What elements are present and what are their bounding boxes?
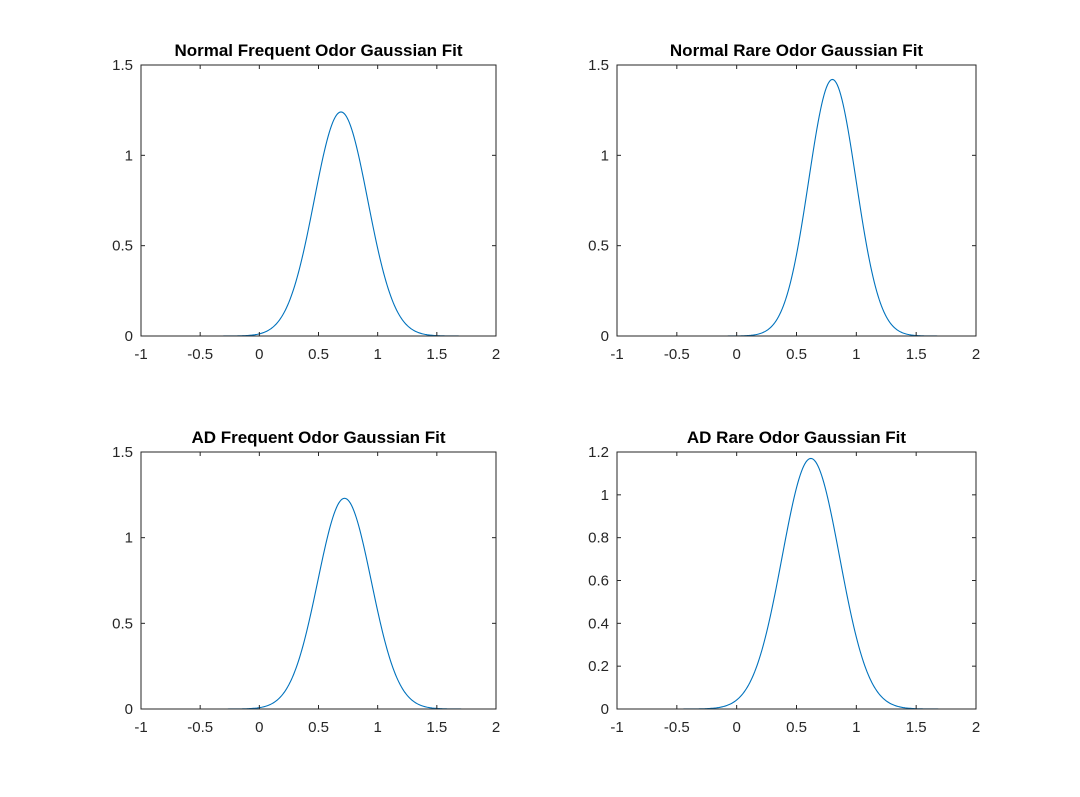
subplot-ad-frequent: AD Frequent Odor Gaussian Fit -1 -0.5 0 0.5… xyxy=(112,428,500,736)
y-tick-label: 1 xyxy=(125,530,133,547)
x-tick-label: 0 xyxy=(255,719,263,736)
x-tick-label: -0.5 xyxy=(187,719,213,736)
subplot-title: AD Rare Odor Gaussian Fit xyxy=(687,428,906,447)
x-tick-label: -1 xyxy=(610,719,623,736)
x-tick-label: -1 xyxy=(134,346,147,363)
x-tick-label: 0 xyxy=(732,719,740,736)
x-tick-label: 1.5 xyxy=(426,719,447,736)
y-tick-label: 1 xyxy=(601,487,609,504)
y-tick-label: 0.2 xyxy=(588,658,609,675)
x-tick-label: 0.5 xyxy=(786,719,807,736)
y-tick-label: 0.8 xyxy=(588,530,609,547)
x-tick-label: 0.5 xyxy=(308,346,329,363)
x-tick-label: 0.5 xyxy=(786,346,807,363)
y-tick-label: 1.5 xyxy=(112,444,133,461)
y-tick-label: 1.5 xyxy=(588,57,609,74)
subplot-ad-rare: AD Rare Odor Gaussian Fit -1 -0.5 0 0.5 1 1.5… xyxy=(588,428,980,736)
x-tick-label: 0 xyxy=(732,346,740,363)
subplot-title: Normal Frequent Odor Gaussian Fit xyxy=(174,41,462,60)
y-tick-label: 0 xyxy=(125,701,133,718)
subplot-normal-rare: Normal Rare Odor Gaussian Fit -1 -0.5 0 0.5… xyxy=(588,41,980,363)
x-tick-label: 2 xyxy=(972,346,980,363)
y-tick-label: 0.5 xyxy=(112,238,133,255)
y-tick-label: 0.5 xyxy=(588,238,609,255)
x-tick-label: 2 xyxy=(492,719,500,736)
x-tick-label: -1 xyxy=(134,719,147,736)
y-tick-label: 1.2 xyxy=(588,444,609,461)
y-tick-label: 0.5 xyxy=(112,615,133,632)
x-tick-label: 1 xyxy=(852,346,860,363)
x-tick-label: 2 xyxy=(492,346,500,363)
subplot-title: AD Frequent Odor Gaussian Fit xyxy=(191,428,445,447)
x-tick-label: 1.5 xyxy=(426,346,447,363)
y-tick-label: 0.6 xyxy=(588,573,609,590)
y-tick-label: 0.4 xyxy=(588,615,609,632)
x-tick-label: 2 xyxy=(972,719,980,736)
x-tick-label: 1 xyxy=(373,719,381,736)
y-tick-label: 0 xyxy=(601,701,609,718)
subplot-normal-frequent: Normal Frequent Odor Gaussian Fit -1 -0.5… xyxy=(112,41,500,363)
x-tick-label: -0.5 xyxy=(187,346,213,363)
y-tick-label: 1 xyxy=(125,147,133,164)
x-tick-label: 1.5 xyxy=(906,346,927,363)
x-tick-label: -0.5 xyxy=(664,719,690,736)
x-tick-label: -1 xyxy=(610,346,623,363)
y-tick-label: 1 xyxy=(601,147,609,164)
x-tick-label: 1 xyxy=(852,719,860,736)
x-tick-label: -0.5 xyxy=(664,346,690,363)
y-tick-label: 0 xyxy=(125,328,133,345)
x-tick-label: 0.5 xyxy=(308,719,329,736)
y-tick-label: 1.5 xyxy=(112,57,133,74)
y-tick-label: 0 xyxy=(601,328,609,345)
x-tick-label: 0 xyxy=(255,346,263,363)
x-tick-label: 1 xyxy=(373,346,381,363)
x-tick-label: 1.5 xyxy=(906,719,927,736)
subplot-title: Normal Rare Odor Gaussian Fit xyxy=(670,41,924,60)
